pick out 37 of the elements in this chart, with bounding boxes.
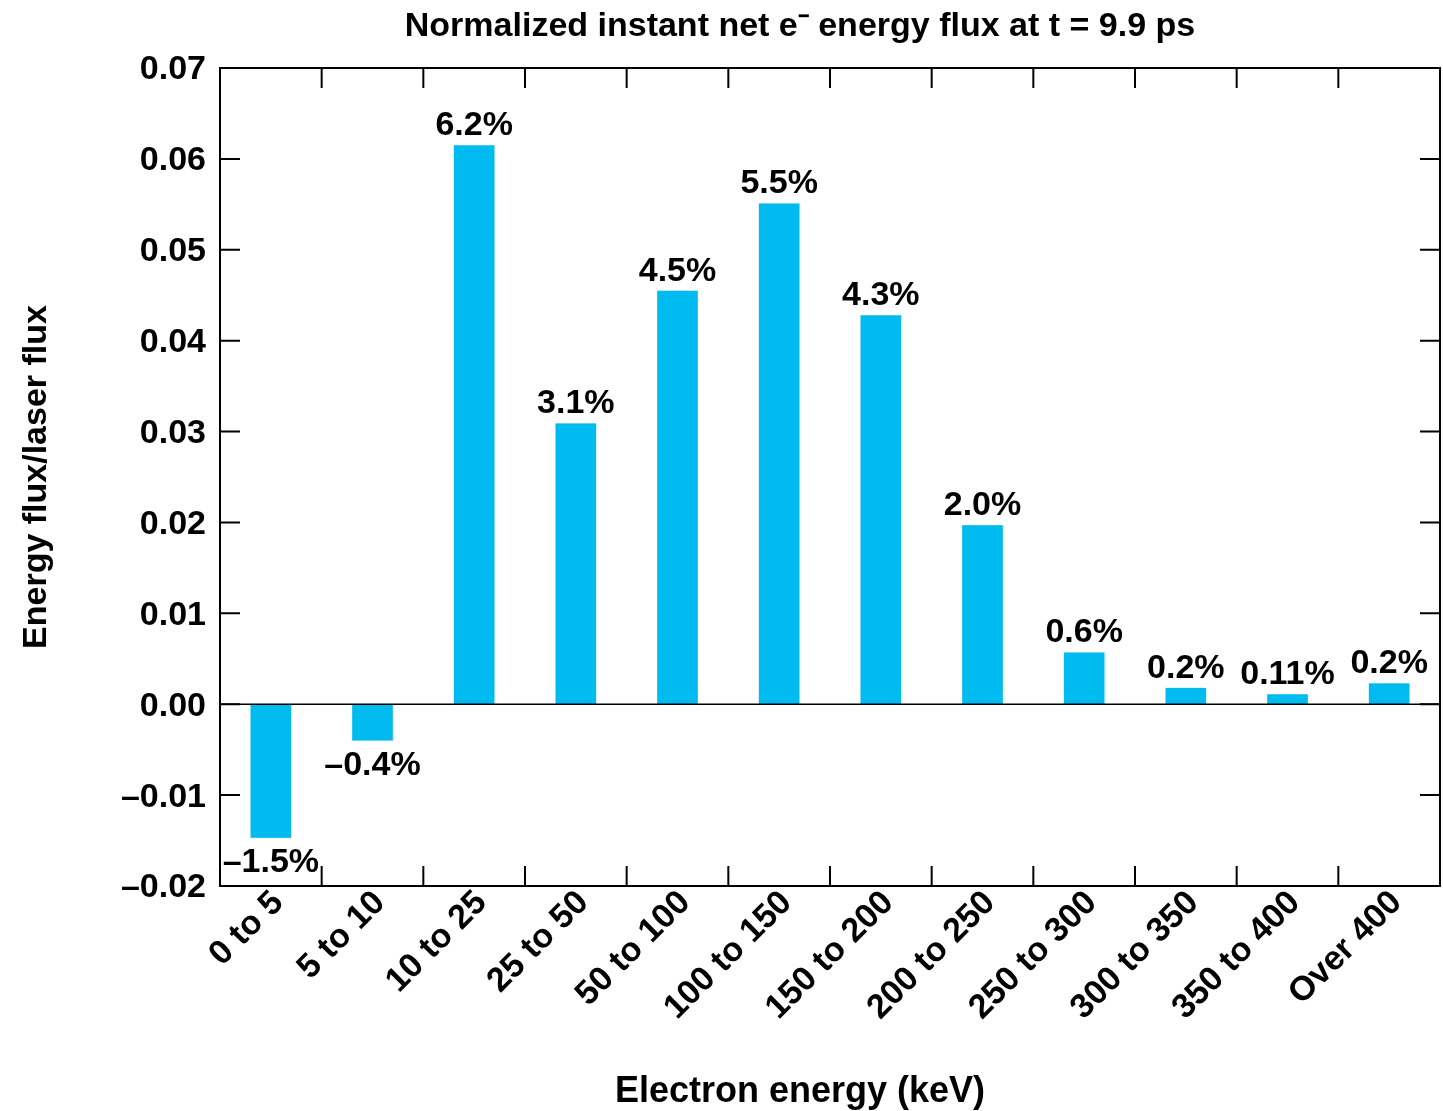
- y-axis-title: Energy flux/laser flux: [15, 304, 53, 649]
- data-label: 0.2%: [1147, 646, 1225, 685]
- bar: [1368, 683, 1410, 705]
- bar: [1063, 652, 1105, 705]
- y-tick-label: –0.02: [120, 866, 206, 905]
- data-label: 0.6%: [1045, 611, 1123, 650]
- data-label: 0.11%: [1240, 653, 1335, 692]
- data-label: –1.5%: [222, 840, 320, 879]
- data-label: 5.5%: [740, 162, 818, 201]
- chart-title: Normalized instant net e⁻ energy flux at t = 9.9 ps: [404, 5, 1196, 43]
- bar: [1165, 687, 1207, 705]
- data-label: 0.2%: [1350, 642, 1428, 681]
- y-tick-label: 0.02: [139, 502, 206, 541]
- bar: [1267, 694, 1308, 705]
- y-tick-label: 0.06: [139, 139, 206, 178]
- bar: [758, 203, 800, 705]
- y-tick-label: 0.05: [139, 230, 206, 269]
- data-label: 2.0%: [943, 484, 1022, 523]
- y-tick-label: 0.00: [139, 684, 206, 723]
- bar: [860, 315, 902, 705]
- y-tick-label: 0.07: [139, 48, 206, 87]
- bar: [352, 704, 393, 741]
- y-tick-label: 0.03: [139, 411, 206, 450]
- y-tick-label: 0.01: [139, 593, 206, 632]
- x-axis-title: Electron energy (keV): [614, 1069, 986, 1110]
- y-tick-label: 0.04: [139, 321, 207, 360]
- data-label: 3.1%: [537, 382, 615, 421]
- bar: [657, 290, 698, 705]
- data-label: 4.5%: [638, 249, 717, 288]
- y-tick-label: –0.01: [120, 775, 206, 814]
- data-label: 6.2%: [435, 104, 513, 143]
- bar: [962, 525, 1003, 705]
- bar: [555, 423, 597, 705]
- data-label: –0.4%: [324, 743, 421, 782]
- bar: [453, 145, 495, 705]
- bar: [250, 704, 292, 838]
- data-label: 4.3%: [842, 274, 920, 313]
